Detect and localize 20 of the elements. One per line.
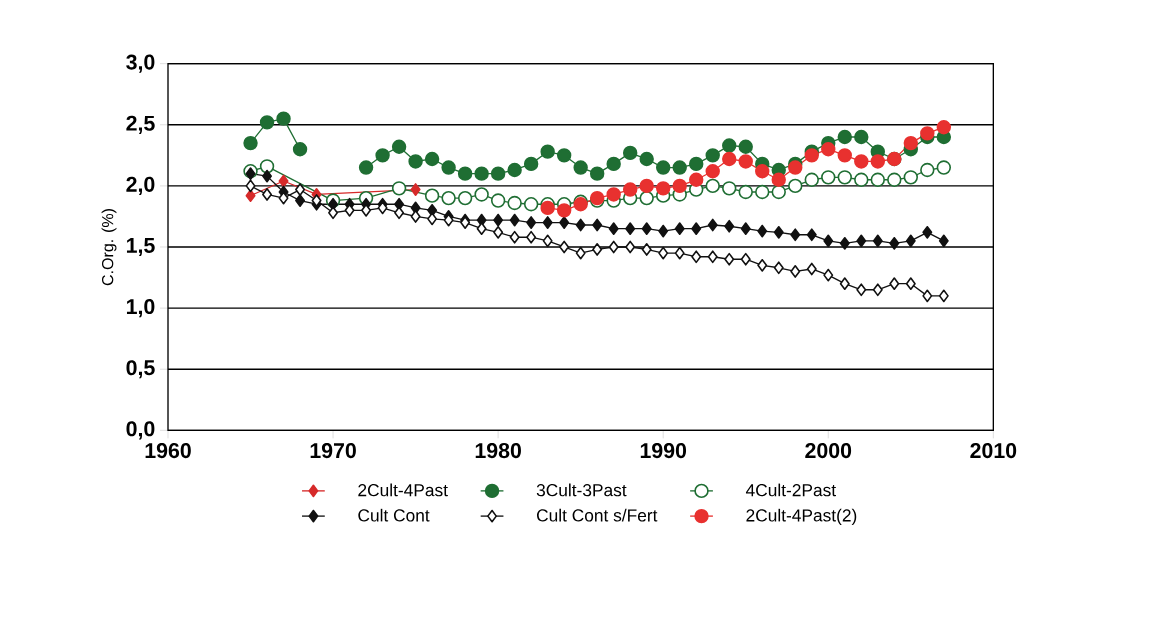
legend-label: Cult Cont s/Fert bbox=[536, 508, 658, 522]
y-tick-label: 0,0 bbox=[126, 421, 155, 440]
y-tick-label: 1,0 bbox=[126, 299, 155, 318]
x-tick-label: 1960 bbox=[145, 443, 191, 459]
y-tick-label: 0,5 bbox=[126, 360, 155, 379]
legend-label: Cult Cont bbox=[358, 508, 430, 522]
legend-label: 4Cult-2Past bbox=[745, 483, 836, 497]
legend-label: 2Cult-4Past bbox=[358, 483, 448, 497]
x-tick-label: 2000 bbox=[805, 443, 852, 459]
x-tick-label: 1990 bbox=[640, 443, 687, 459]
y-tick-label: 2,5 bbox=[126, 115, 155, 134]
x-tick-label: 1980 bbox=[475, 443, 521, 459]
y-tick-label: 2,0 bbox=[126, 176, 155, 195]
legend-label: 3Cult-3Past bbox=[536, 483, 627, 497]
y-tick-label: 1,5 bbox=[126, 238, 155, 256]
y-axis-title: C.Org. (%) bbox=[101, 209, 117, 286]
y-tick-label: 3,0 bbox=[126, 54, 155, 73]
x-tick-label: 2010 bbox=[970, 443, 1017, 459]
legend-label: 2Cult-4Past(2) bbox=[746, 508, 857, 525]
x-tick-label: 1970 bbox=[310, 443, 356, 459]
